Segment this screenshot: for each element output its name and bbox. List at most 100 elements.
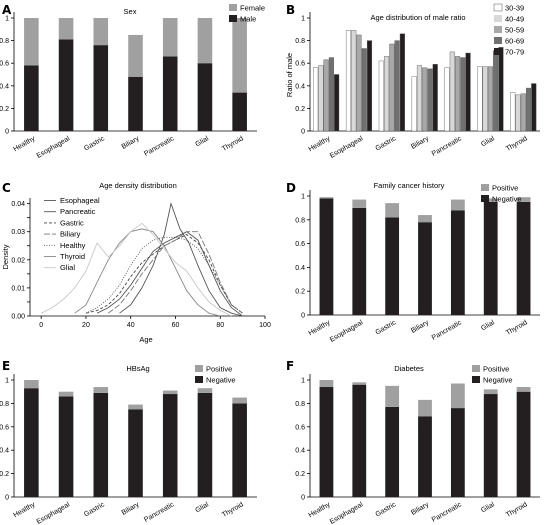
legend-swatch bbox=[494, 37, 502, 44]
y-tick-label: 0.2 bbox=[0, 471, 9, 478]
panel-E: E HBsAg 0 0.2 0.4 0.6 0.8 1 Healthy Esophageal Gas… bbox=[0, 359, 257, 525]
legend-label: Healthy bbox=[60, 241, 86, 250]
legend-label: Pancreatic bbox=[60, 207, 96, 216]
bar-male bbox=[128, 76, 143, 131]
panel-label: E bbox=[2, 359, 10, 373]
bar-negative bbox=[450, 408, 465, 497]
line-thyroid bbox=[74, 228, 221, 317]
y-tick-label: 0.6 bbox=[0, 61, 9, 68]
y-tick-label: 0 bbox=[301, 495, 305, 502]
bar-positive bbox=[385, 203, 400, 218]
x-tick-label: Glial bbox=[480, 501, 496, 514]
bar-negative bbox=[352, 384, 367, 497]
legend-label: Negative bbox=[483, 376, 513, 385]
y-tick-label: 0.4 bbox=[0, 448, 9, 455]
bar-positive bbox=[319, 380, 334, 388]
legend-label: 40-49 bbox=[505, 15, 524, 24]
legend-swatch bbox=[472, 376, 480, 383]
bar-age-40-49 bbox=[416, 65, 422, 132]
bar-age-60-69 bbox=[460, 57, 466, 132]
x-tick-label: Thyroid bbox=[505, 319, 529, 337]
legend-label: Male bbox=[240, 15, 256, 24]
x-tick-label: Pancreatic bbox=[431, 501, 464, 524]
legend-label: Biliary bbox=[60, 230, 81, 239]
x-tick-label: Glial bbox=[194, 501, 210, 514]
y-tick-label: 0.8 bbox=[0, 38, 9, 45]
bar-male bbox=[232, 92, 247, 131]
bar-age-30-39 bbox=[378, 60, 384, 132]
x-tick-label: Pancreatic bbox=[143, 135, 176, 158]
bar-positive bbox=[450, 199, 465, 211]
y-tick-label: 0.04 bbox=[11, 201, 25, 208]
chart-title: Sex bbox=[124, 7, 137, 16]
y-tick-label: 1 bbox=[301, 16, 305, 23]
x-tick-label: Pancreatic bbox=[431, 319, 464, 342]
legend-label: Negative bbox=[206, 376, 236, 385]
bar-age-40-49 bbox=[318, 65, 324, 132]
legend-label: Glial bbox=[60, 263, 75, 272]
x-axis-label: Age bbox=[139, 335, 152, 344]
bar-age-50-59 bbox=[422, 67, 428, 132]
x-tick-label: Healthy bbox=[307, 135, 331, 153]
bar-positive bbox=[24, 380, 39, 389]
bar-age-30-39 bbox=[313, 67, 319, 132]
y-tick-label: 1 bbox=[5, 16, 9, 23]
bar-positive bbox=[232, 397, 247, 404]
legend-label: Female bbox=[240, 4, 265, 13]
panel-D: D Family cancer history 0 0.2 0.4 0.6 0.8 1 Heal… bbox=[286, 181, 540, 344]
y-tick-label: 0.00 bbox=[11, 314, 25, 321]
bar-age-70-79 bbox=[432, 64, 438, 132]
bar-age-50-59 bbox=[487, 66, 493, 132]
y-tick-label: 1 bbox=[5, 378, 9, 385]
x-tick-label: Pancreatic bbox=[431, 135, 464, 158]
bar-male bbox=[162, 56, 178, 131]
bar-negative bbox=[516, 201, 531, 315]
legend-label: 30-39 bbox=[505, 4, 524, 13]
chart-title: Age density distribution bbox=[99, 181, 177, 190]
bar-age-60-69 bbox=[493, 50, 499, 132]
x-tick-label: Glial bbox=[194, 135, 210, 148]
bar-positive bbox=[418, 215, 432, 223]
chart-title: HBsAg bbox=[126, 364, 149, 373]
x-tick-label: Thyroid bbox=[505, 135, 529, 153]
x-tick-label: Esophageal bbox=[329, 319, 365, 344]
x-tick-label: Esophageal bbox=[329, 501, 365, 525]
legend-label: Thyroid bbox=[60, 252, 85, 261]
line-glial bbox=[40, 222, 232, 317]
x-tick-label: Gastric bbox=[83, 501, 106, 518]
bar-negative bbox=[197, 392, 213, 497]
bar-negative bbox=[58, 396, 74, 497]
legend-swatch bbox=[229, 15, 237, 22]
y-tick-label: 0.6 bbox=[295, 241, 305, 248]
bar-age-70-79 bbox=[498, 47, 504, 132]
y-tick-label: 0.02 bbox=[11, 257, 25, 264]
bar-age-70-79 bbox=[465, 52, 471, 132]
legend-label: Negative bbox=[492, 195, 522, 204]
bar-age-70-79 bbox=[531, 83, 537, 132]
bar-negative bbox=[128, 409, 143, 497]
y-tick-label: 0 bbox=[5, 495, 9, 502]
x-tick-label: Biliary bbox=[410, 501, 430, 517]
legend-swatch bbox=[494, 26, 502, 33]
bar-negative bbox=[24, 388, 39, 497]
legend-swatch bbox=[494, 15, 502, 22]
bar-age-70-79 bbox=[334, 74, 340, 132]
bar-male bbox=[58, 39, 74, 131]
bar-age-40-49 bbox=[384, 56, 390, 132]
bar-positive bbox=[128, 404, 143, 410]
bar-negative bbox=[483, 394, 498, 497]
x-tick-label: 20 bbox=[82, 322, 90, 329]
bar-positive bbox=[93, 387, 109, 393]
line-esophageal bbox=[119, 201, 243, 317]
bar-negative bbox=[418, 416, 432, 497]
x-tick-label: Thyroid bbox=[505, 501, 529, 519]
bar-positive bbox=[418, 399, 432, 417]
bar-positive bbox=[319, 197, 334, 199]
bar-age-60-69 bbox=[361, 48, 367, 132]
x-tick-label: Gastric bbox=[375, 135, 398, 152]
bar-age-30-39 bbox=[477, 66, 483, 132]
x-tick-label: Biliary bbox=[410, 319, 430, 335]
legend-label: 60-69 bbox=[505, 37, 524, 46]
bar-age-70-79 bbox=[366, 40, 373, 132]
